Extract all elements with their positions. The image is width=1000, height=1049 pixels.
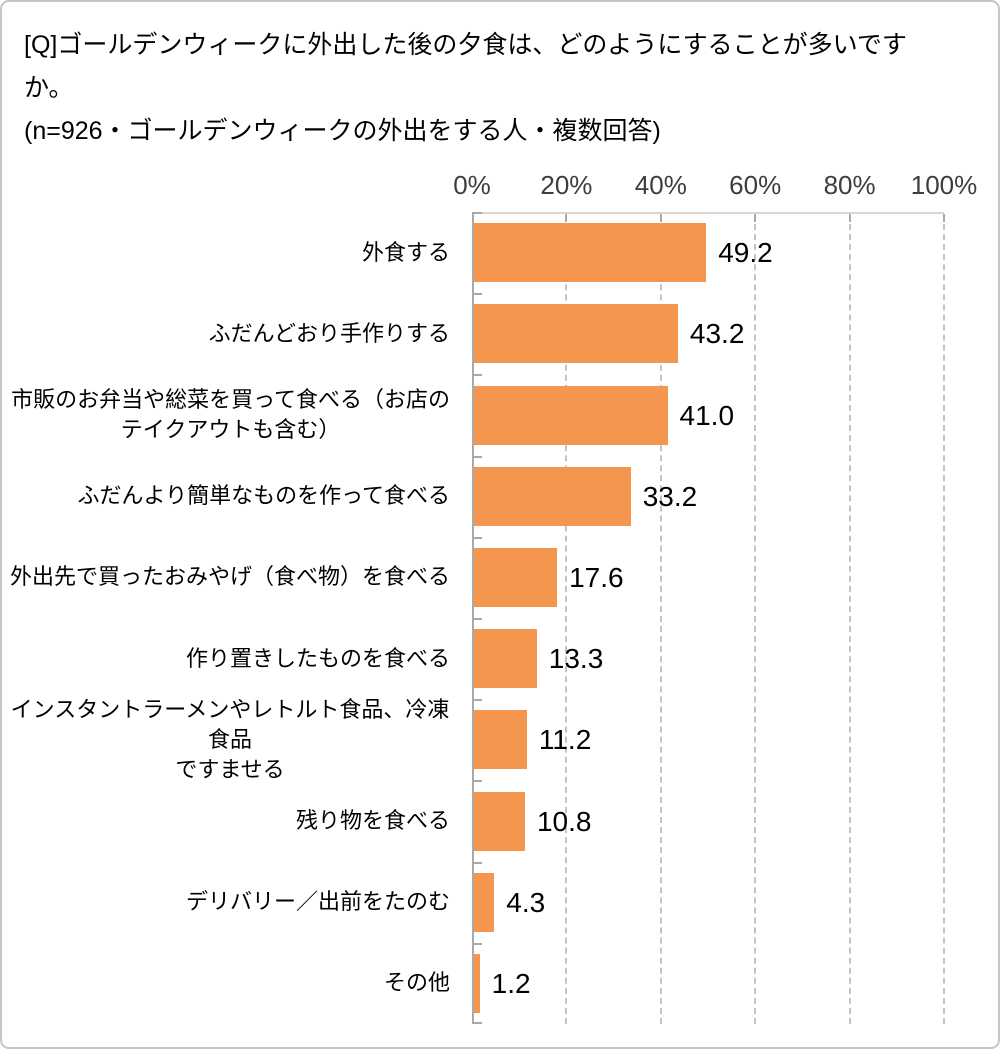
bar (474, 872, 495, 932)
category-axis-tick-mark (474, 862, 482, 864)
category-row: ふだんより簡単なものを作って食べる (10, 456, 472, 537)
bar (474, 547, 558, 607)
bar (474, 304, 678, 364)
category-label: デリバリー／出前をたのむ (185, 889, 450, 915)
category-axis-tick-mark (474, 456, 482, 458)
x-axis-tick-mark (848, 214, 851, 222)
value-label: 49.2 (718, 237, 773, 269)
value-label: 13.3 (548, 643, 604, 675)
gridline (754, 214, 757, 1024)
category-row: 外出先で買ったおみやげ（食べ物）を食べる (10, 537, 472, 618)
x-axis-tick-mark (659, 214, 662, 222)
x-axis-tick-label: 0% (453, 170, 491, 200)
value-label: 33.2 (642, 480, 698, 512)
bar (474, 710, 527, 770)
category-row: ふだんどおり手作りする (10, 293, 472, 374)
category-label: ふだんどおり手作りする (208, 320, 450, 346)
chart-question-title: [Q]ゴールデンウィークに外出した後の夕食は、どのようにすることが多いです か。 (24, 31, 907, 102)
bar (474, 223, 707, 283)
category-label: 作り置きしたものを食べる (185, 645, 450, 671)
category-axis-tick-mark (474, 1022, 482, 1024)
category-axis-line (472, 212, 474, 1024)
bar (474, 953, 480, 1013)
category-label: 残り物を食べる (295, 807, 450, 833)
category-label: ふだんより簡単なものを作って食べる (77, 483, 450, 509)
x-axis-tick-label: 60% (729, 170, 782, 200)
x-axis-tick-mark (754, 214, 757, 222)
value-label: 17.6 (569, 561, 624, 593)
gridline (565, 214, 568, 1024)
category-axis-tick-mark (474, 537, 482, 539)
value-label: 11.2 (538, 724, 592, 756)
category-row: その他 (10, 943, 472, 1024)
value-label: 4.3 (506, 886, 546, 918)
x-axis-tick-mark (943, 214, 945, 222)
category-row: インスタントラーメンやレトルト食品、冷凍食品 ですませる (10, 697, 472, 782)
category-label: その他 (383, 970, 450, 996)
category-row: 外食する (10, 212, 472, 293)
x-axis-tick-label: 20% (540, 170, 593, 200)
category-label: 外食する (361, 239, 450, 265)
x-axis-tick-label: 100% (910, 170, 978, 200)
plot-area: 49.2 43.2 41.0 33.2 17.6 13.3 11.2 10.8 4.3 1.2 (472, 212, 945, 1024)
plot-top-border (472, 212, 944, 214)
value-label: 43.2 (689, 318, 745, 350)
bar (474, 385, 668, 445)
category-axis-tick-mark (474, 699, 482, 701)
x-axis-tick-mark (472, 214, 474, 222)
gridline (659, 214, 662, 1024)
value-label: 1.2 (491, 967, 531, 999)
category-row: 市販のお弁当や総菜を買って食べる（お店の テイクアウトも含む） (10, 374, 472, 455)
category-axis-tick-mark (474, 780, 482, 782)
value-label: 10.8 (536, 805, 592, 837)
bar (474, 466, 631, 526)
category-axis-tick-mark (474, 374, 482, 376)
category-label: 市販のお弁当や総菜を買って食べる（お店の テイクアウトも含む） (11, 386, 450, 442)
x-axis-tick-label: 40% (634, 170, 687, 200)
bar (474, 629, 537, 689)
category-row: 残り物を食べる (10, 780, 472, 861)
value-label: 41.0 (679, 399, 735, 431)
category-axis-tick-mark (474, 618, 482, 620)
x-axis-tick-mark (565, 214, 568, 222)
category-axis-tick-mark (474, 212, 482, 214)
gridline (943, 214, 945, 1024)
x-axis-tick-labels: 0% 20% 40% 60% 80% 100% (453, 168, 977, 202)
category-row: デリバリー／出前をたのむ (10, 862, 472, 943)
category-axis-labels: 外食するふだんどおり手作りする市販のお弁当や総菜を買って食べる（お店の テイクア… (10, 212, 472, 1024)
chart-sample-note: (n=926・ゴールデンウィークの外出をする人・複数回答) (24, 117, 661, 145)
category-axis-tick-mark (474, 943, 482, 945)
bar (474, 791, 525, 851)
category-row: 作り置きしたものを食べる (10, 618, 472, 699)
category-label: 外出先で買ったおみやげ（食べ物）を食べる (10, 564, 451, 590)
x-axis-tick-label: 80% (823, 170, 876, 200)
gridline (848, 214, 851, 1024)
category-axis-tick-mark (474, 293, 482, 295)
category-label: インスタントラーメンやレトルト食品、冷凍食品 ですませる (10, 696, 450, 782)
